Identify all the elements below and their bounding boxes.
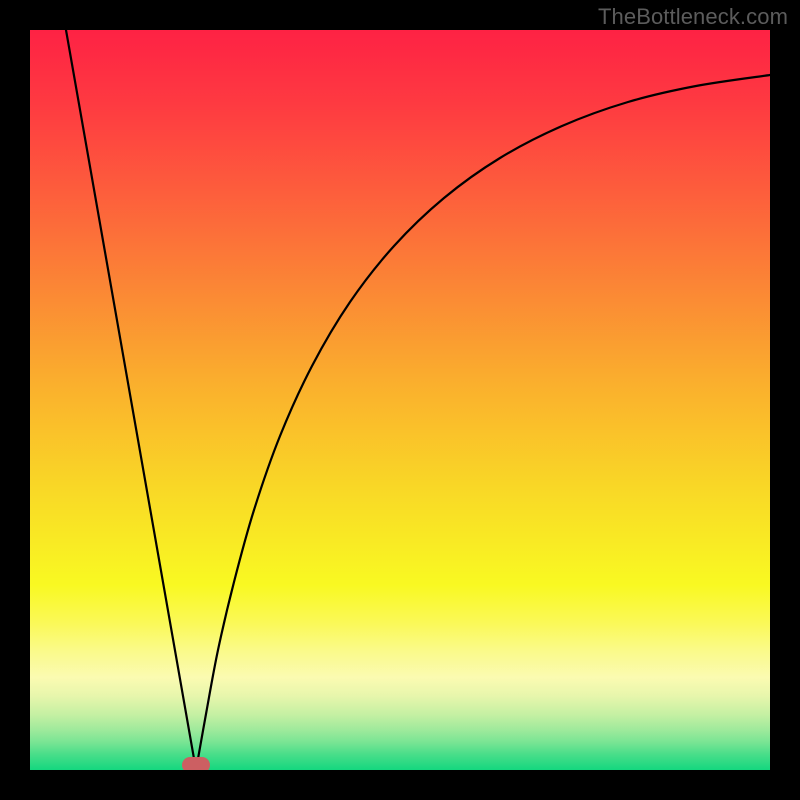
border-right <box>770 0 800 800</box>
border-left <box>0 0 30 800</box>
border-bottom <box>0 770 800 800</box>
watermark-text: TheBottleneck.com <box>598 4 788 30</box>
curve-right-branch <box>196 75 770 770</box>
plot-svg <box>30 30 770 770</box>
min-marker <box>182 757 210 770</box>
curve-left-branch <box>66 30 196 770</box>
chart-frame: TheBottleneck.com <box>0 0 800 800</box>
plot-area <box>30 30 770 770</box>
